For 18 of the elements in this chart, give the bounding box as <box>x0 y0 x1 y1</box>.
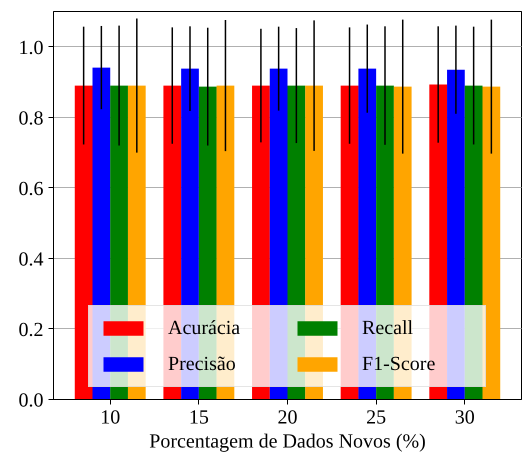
legend-label: F1-Score <box>362 352 436 376</box>
y-tick-label: 0.4 <box>18 248 44 270</box>
y-tick-label: 0.6 <box>18 178 44 200</box>
x-tick-label: 20 <box>278 406 298 428</box>
legend-label: Recall <box>362 316 414 340</box>
x-tick-label: 15 <box>188 406 209 428</box>
y-tick-label: 0.0 <box>18 390 44 412</box>
y-tick-label: 0.2 <box>18 318 44 341</box>
x-axis-title: Porcentagem de Dados Novos (%) <box>149 430 426 452</box>
bar <box>482 86 500 400</box>
x-tick-label: 25 <box>366 406 386 428</box>
y-tick-label: 1.0 <box>18 36 44 59</box>
y-tick-label: 0.8 <box>18 107 44 130</box>
legend-label: Precisão <box>168 352 237 376</box>
legend-label: Acurácia <box>168 316 242 340</box>
bar <box>74 86 92 400</box>
x-tick-label: 10 <box>100 406 120 428</box>
x-tick-label: 30 <box>454 406 475 428</box>
